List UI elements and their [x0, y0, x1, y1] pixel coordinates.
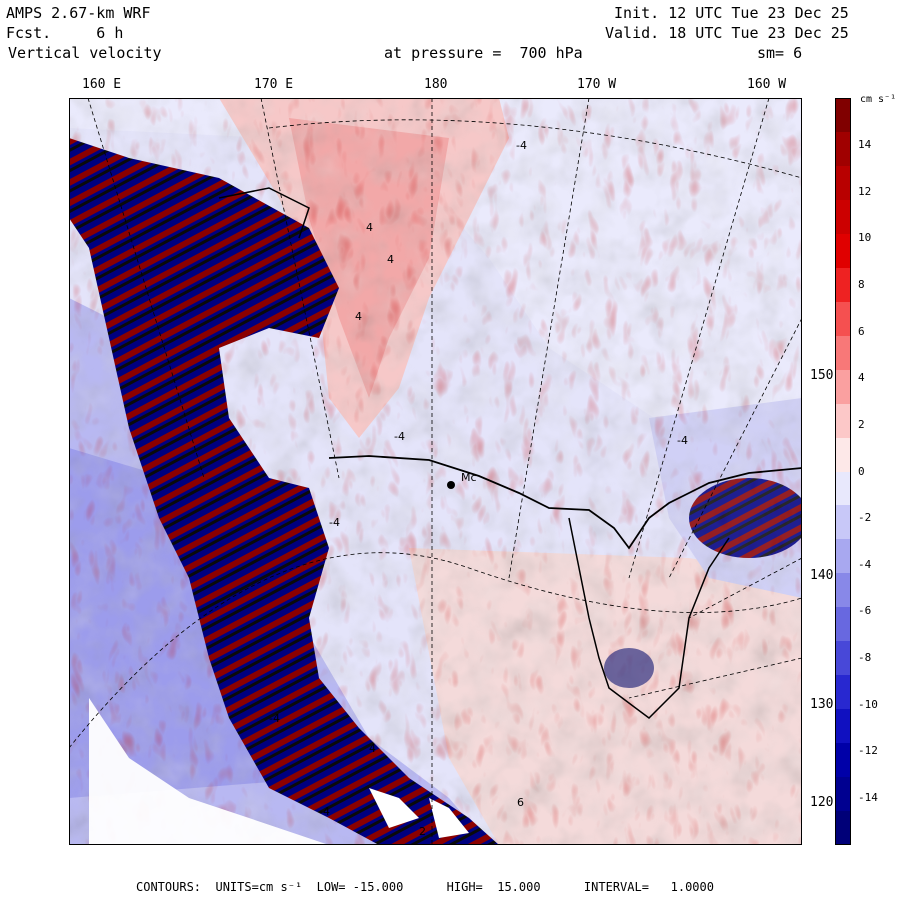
colorbar-swatch	[835, 199, 851, 235]
map-label: -4	[516, 139, 527, 152]
pressure-level: at pressure = 700 hPa	[384, 44, 583, 62]
colorbar-units: cm s⁻¹	[860, 94, 897, 105]
map-label: 4	[366, 221, 373, 234]
colorbar-tick-label: 0	[858, 464, 865, 478]
inland-downward-cell	[604, 648, 654, 688]
map-label: 4	[369, 742, 376, 755]
map-label: -4	[319, 805, 330, 818]
colorbar-tick-label: 6	[858, 324, 865, 338]
lon-label-160e: 160 E	[82, 77, 122, 92]
ice-shelf-front	[328, 455, 802, 550]
map-label: -4	[677, 434, 688, 447]
colorbar-tick-label: -6	[858, 604, 872, 618]
colorbar-tick-label: -14	[858, 791, 878, 804]
lon-label-170w: 170 W	[577, 77, 617, 92]
colorbar-tick-label: -2	[858, 511, 872, 525]
graticule	[69, 98, 802, 845]
eastern-wave-cluster	[689, 478, 802, 558]
terrain-mask-2	[429, 798, 469, 838]
colorbar-tick-label: -4	[858, 557, 872, 571]
map-label: 4	[355, 310, 362, 323]
colorbar-frame	[835, 98, 851, 845]
colorbar-swatch	[835, 539, 851, 574]
valid-time: Valid. 18 UTC Tue 23 Dec 25	[605, 24, 849, 42]
colorbar-swatch	[835, 301, 851, 337]
colorbar-swatch	[835, 777, 851, 812]
colorbar-tick-label: -8	[858, 651, 872, 665]
init-time: Init. 12 UTC Tue 23 Dec 25	[614, 4, 849, 22]
terrain-mask-sw	[89, 698, 329, 845]
colorbar-swatch	[835, 709, 851, 744]
colorbar-tick-label: 8	[858, 277, 865, 291]
colorbar-swatch	[835, 403, 851, 439]
lon-label-170e: 170 E	[254, 77, 294, 92]
mcmurdo-station-marker	[447, 481, 455, 489]
colorbar-swatch	[835, 437, 851, 472]
colorbar-swatch	[835, 267, 851, 303]
contour-info: CONTOURS: UNITS=cm s⁻¹ LOW= -15.000 HIGH…	[136, 880, 714, 894]
colorbar-tick-label: 10	[858, 231, 872, 245]
northern-wave-band	[79, 158, 299, 308]
colorbar-swatch	[835, 335, 851, 371]
colorbar-swatch	[835, 505, 851, 540]
map-label: -4	[394, 430, 405, 443]
map-label: 6	[517, 796, 524, 809]
colorbar-swatch	[835, 165, 851, 201]
forecast-hour: Fcst. 6 h	[6, 24, 124, 42]
map-label: 4	[387, 253, 394, 266]
colorbar-swatch	[835, 811, 851, 846]
map-label: 2	[419, 825, 426, 838]
field-name: Vertical velocity	[8, 44, 162, 62]
grounding-line	[568, 517, 730, 719]
coastline-north	[218, 187, 310, 239]
colorbar-swatch	[835, 607, 851, 642]
colorbar-swatch	[835, 369, 851, 405]
colorbar-tick-label: 2	[858, 417, 865, 431]
colorbar-swatch	[835, 233, 851, 269]
map-frame	[69, 98, 802, 845]
colorbar	[835, 98, 851, 846]
vertical-velocity-map: 4 -4 4 4 -4 -4 -4 -4 4 -4 2 6 Mc	[69, 98, 802, 845]
colorbar-tick-label: 12	[858, 184, 872, 198]
colorbar-swatch	[835, 743, 851, 778]
station-label: Mc	[461, 471, 477, 484]
terrain-mask-1	[369, 788, 419, 828]
colorbar-swatch	[835, 641, 851, 676]
colorbar-swatch	[835, 675, 851, 710]
colorbar-swatch	[835, 573, 851, 608]
smoothing: sm= 6	[757, 44, 803, 62]
model-title: AMPS 2.67-km WRF	[6, 4, 151, 22]
colorbar-swatch	[835, 98, 851, 133]
lon-label-160w: 160 W	[747, 77, 787, 92]
colorbar-tick-label: -10	[858, 697, 878, 711]
map-label: -4	[329, 516, 340, 529]
colorbar-tick-label: 4	[858, 371, 865, 385]
colorbar-swatch	[835, 471, 851, 506]
colorbar-tick-label: 14	[858, 138, 872, 151]
lon-label-180: 180	[424, 77, 448, 92]
colorbar-swatch	[835, 131, 851, 167]
mountain-wave-band	[69, 138, 499, 845]
colorbar-tick-label: -12	[858, 744, 878, 758]
map-label: -4	[269, 712, 280, 725]
